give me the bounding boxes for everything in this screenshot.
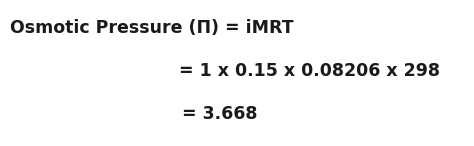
Text: = 3.668: = 3.668 (182, 105, 258, 123)
Text: = 1 x 0.15 x 0.08206 x 298: = 1 x 0.15 x 0.08206 x 298 (180, 62, 440, 80)
Text: Osmotic Pressure (Π) = iMRT: Osmotic Pressure (Π) = iMRT (10, 19, 293, 37)
